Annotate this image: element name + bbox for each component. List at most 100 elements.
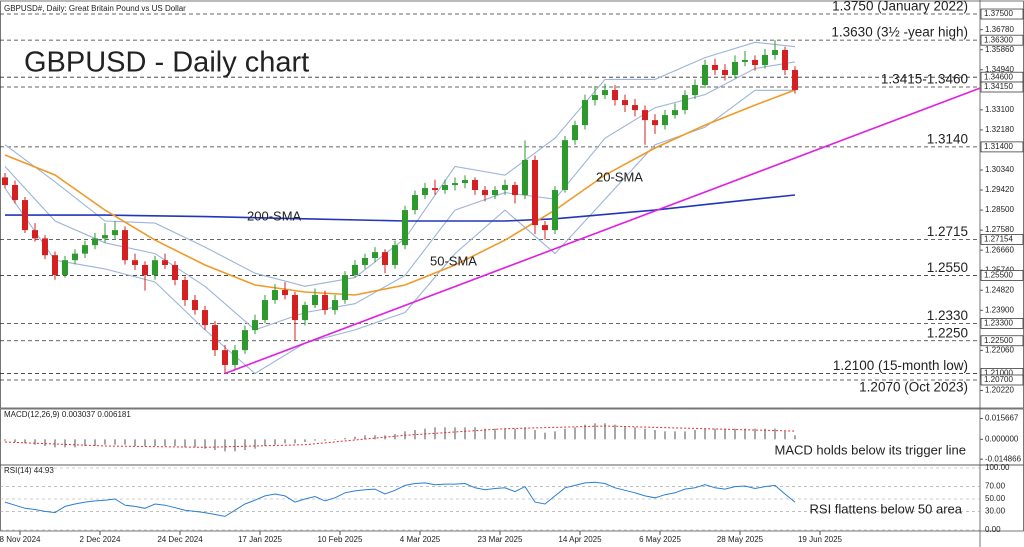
y-tick-label: 30.00 xyxy=(985,507,1006,516)
macd-bar xyxy=(314,439,316,441)
candle-body xyxy=(222,350,228,365)
x-tick-label: 8 Nov 2024 xyxy=(0,535,41,544)
candle-body xyxy=(712,64,718,71)
x-tick-label: 24 Dec 2024 xyxy=(157,535,203,544)
y-tick-label: 0.000000 xyxy=(985,434,1019,443)
level-box-label: 1.36300 xyxy=(984,35,1013,44)
level-box xyxy=(980,270,1024,281)
macd-bar xyxy=(664,431,666,440)
candle-body xyxy=(612,90,618,101)
candle-body xyxy=(582,100,588,126)
level-box xyxy=(980,335,1024,347)
macd-bar xyxy=(124,439,126,445)
candle-body xyxy=(562,140,568,191)
y-tick-label: 1.25740 xyxy=(985,265,1014,274)
macd-bar xyxy=(204,439,206,449)
level-box-label: 1.37500 xyxy=(984,9,1013,18)
panel-header-value: 0.003037 xyxy=(62,410,96,419)
macd-bar xyxy=(734,428,736,440)
level-box-label: 1.22500 xyxy=(984,336,1013,345)
candle-body xyxy=(292,295,298,321)
candle-body xyxy=(32,230,38,239)
candle-body xyxy=(172,264,178,281)
chart-title: GBPUSD - Daily chart xyxy=(24,47,309,79)
candle-body xyxy=(452,183,458,186)
candle-body xyxy=(512,185,518,196)
candle-body xyxy=(732,61,738,76)
y-tick-label: 1.34940 xyxy=(985,65,1014,74)
candle-body xyxy=(672,110,678,116)
candle-body xyxy=(182,280,188,301)
candle-body xyxy=(282,290,288,296)
candle-body xyxy=(142,264,148,275)
macd-bar xyxy=(394,434,396,440)
level-box-label: 1.21000 xyxy=(984,369,1013,378)
candle-body xyxy=(792,70,798,91)
level-label: 1.3750 (January 2022) xyxy=(832,0,968,14)
y-tick-label: 70.00 xyxy=(985,482,1006,491)
line-label: 200-SMA xyxy=(247,208,302,223)
candle-body xyxy=(212,325,218,351)
candle-body xyxy=(272,290,278,301)
macd-bar xyxy=(264,439,266,446)
candle-body xyxy=(752,59,758,65)
macd-bar xyxy=(74,439,76,448)
macd-bar xyxy=(504,428,506,440)
level-box xyxy=(980,81,1024,93)
level-label: 1.3630 (3½ -year high) xyxy=(831,25,968,40)
indicator-line xyxy=(4,61,796,331)
macd-bar xyxy=(94,439,96,446)
candle-body xyxy=(402,210,408,246)
candle-body xyxy=(72,253,78,261)
candle-body xyxy=(682,95,688,111)
panel-header: MACD(12,26,9) 0.003037 0.006181 xyxy=(4,410,131,419)
macd-bar xyxy=(784,431,786,440)
candle-body xyxy=(652,120,658,126)
candle-body xyxy=(362,257,368,265)
macd-bar xyxy=(354,436,356,440)
candle-body xyxy=(422,188,428,196)
level-box xyxy=(980,234,1024,245)
candle-body xyxy=(42,238,48,256)
macd-bar xyxy=(694,430,696,440)
candle-body xyxy=(642,110,648,121)
macd-bar xyxy=(184,439,186,448)
level-box xyxy=(980,318,1024,329)
macd-bar xyxy=(684,431,686,440)
macd-bar xyxy=(634,427,636,440)
candle-body xyxy=(772,49,778,55)
macd-bar xyxy=(174,439,176,446)
level-box-label: 1.34150 xyxy=(984,82,1013,91)
macd-bar xyxy=(474,427,476,440)
candle-body xyxy=(722,70,728,76)
y-tick-label: 50.00 xyxy=(985,494,1006,503)
candle-body xyxy=(202,310,208,326)
x-tick-label: 6 May 2025 xyxy=(639,535,681,544)
candle-body xyxy=(242,330,248,351)
level-label: 1.2070 (Oct 2023) xyxy=(859,380,968,395)
candle-body xyxy=(102,235,108,239)
candle-body xyxy=(312,295,318,306)
candle-body xyxy=(692,85,698,96)
y-tick-label: 1.20220 xyxy=(985,386,1014,395)
macd-bar xyxy=(44,439,46,446)
macd-bar xyxy=(454,427,456,440)
macd-bar xyxy=(574,427,576,440)
candle-body xyxy=(342,274,348,301)
candle-body xyxy=(132,260,138,265)
macd-bar xyxy=(594,423,596,440)
y-tick-label: 1.22060 xyxy=(985,345,1014,354)
candle-body xyxy=(12,185,18,201)
panel-header-name: MACD(12,26,9) xyxy=(4,410,60,419)
macd-bar xyxy=(234,439,236,452)
level-box-label: 1.25500 xyxy=(984,271,1013,280)
macd-bar xyxy=(324,439,326,441)
y-tick-label: 100.00 xyxy=(985,463,1010,472)
level-box-label: 1.20700 xyxy=(984,375,1013,384)
signal-line xyxy=(4,425,796,448)
level-label: 1.2250 xyxy=(927,325,968,340)
level-box-label: 1.27154 xyxy=(984,235,1013,244)
annotation: RSI flattens below 50 area xyxy=(810,501,963,516)
